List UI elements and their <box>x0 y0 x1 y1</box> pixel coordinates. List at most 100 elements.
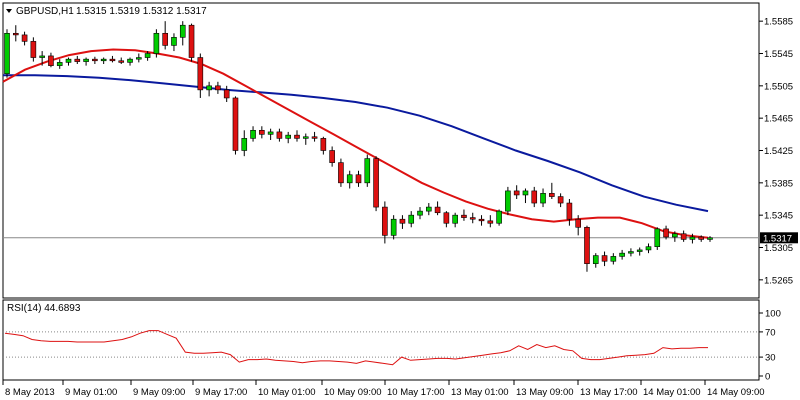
candle <box>136 53 142 63</box>
candle <box>188 23 195 62</box>
candle <box>584 225 590 272</box>
candle <box>364 154 371 187</box>
rsi-levels <box>3 331 759 358</box>
price-tick-label: 1.5305 <box>764 243 793 254</box>
candle <box>408 211 415 228</box>
candle <box>259 126 265 139</box>
time-tick-label: 8 May 2013 <box>5 387 55 398</box>
candle <box>250 126 256 142</box>
candle <box>628 248 634 257</box>
rsi-panel <box>2 299 760 381</box>
price-tick-label: 1.5425 <box>764 146 793 157</box>
candle <box>48 52 54 68</box>
candle <box>171 33 177 52</box>
candle <box>100 57 107 65</box>
price-tick-label: 1.5345 <box>764 211 793 222</box>
candle <box>575 215 581 236</box>
time-tick-label: 14 May 09:00 <box>707 387 765 398</box>
candles <box>4 21 713 272</box>
candle <box>487 215 494 228</box>
time-tick-label: 10 May 09:00 <box>324 387 382 398</box>
price-tick-label: 1.5505 <box>764 81 793 92</box>
time-tick-label: 13 May 01:00 <box>451 387 509 398</box>
candle <box>118 57 125 65</box>
candle <box>83 57 89 66</box>
candle <box>153 29 160 58</box>
candle <box>241 130 248 157</box>
candle <box>92 56 98 65</box>
ohlc-label: 1.5315 1.5319 1.5312 1.5317 <box>76 6 207 17</box>
candle <box>549 182 555 199</box>
candle <box>39 51 45 66</box>
collapse-triangle-icon[interactable] <box>6 9 12 13</box>
price-tick-label: 1.5265 <box>764 275 793 286</box>
candle <box>311 131 318 142</box>
price-panel <box>2 2 760 299</box>
candle <box>505 186 511 216</box>
candle <box>636 247 643 256</box>
time-tick-label: 9 May 17:00 <box>195 387 247 398</box>
candle <box>144 51 151 61</box>
candle <box>21 31 28 46</box>
candle <box>320 136 327 155</box>
candle <box>179 21 186 46</box>
time-axis: 8 May 2013 9 May 01:00 9 May 09:00 9 May 17… <box>2 380 765 398</box>
candle <box>223 85 230 102</box>
candle <box>109 55 116 63</box>
candle <box>399 215 406 229</box>
candle <box>452 212 458 228</box>
candle <box>645 243 652 254</box>
candle <box>443 211 450 228</box>
candle <box>461 209 467 221</box>
symbol-label: GBPUSD,H1 <box>16 6 74 17</box>
candle <box>610 253 617 265</box>
candle <box>513 185 520 199</box>
candle <box>382 201 388 244</box>
price-tick-label: 1.5465 <box>764 114 793 125</box>
ma-fast-line <box>2 48 709 239</box>
candle <box>619 249 625 260</box>
candle <box>285 131 292 144</box>
candle <box>698 235 705 242</box>
rsi-tick-label: 70 <box>765 327 776 338</box>
candle <box>663 225 669 240</box>
candle <box>496 209 502 226</box>
candle <box>672 231 678 242</box>
candle <box>425 203 432 216</box>
candle <box>373 156 379 212</box>
candle <box>707 236 713 242</box>
candle <box>206 81 212 97</box>
rsi-tick-label: 0 <box>765 372 770 383</box>
time-tick-label: 13 May 17:00 <box>580 387 638 398</box>
candle <box>74 55 81 65</box>
candle <box>592 253 599 268</box>
candle <box>56 59 63 69</box>
candle <box>522 188 529 204</box>
candle <box>276 128 283 142</box>
candle <box>329 146 335 167</box>
candle <box>162 21 168 50</box>
candle <box>232 96 239 155</box>
rsi-tick-label: 100 <box>765 309 781 320</box>
candle <box>540 188 546 208</box>
candle <box>197 53 204 98</box>
candle <box>601 251 608 267</box>
last-price-text: 1.5317 <box>763 233 792 244</box>
candle <box>689 233 696 244</box>
rsi-axis: 100 70 30 0 <box>759 309 781 383</box>
candle <box>215 81 221 94</box>
price-tick-label: 1.5545 <box>764 49 793 60</box>
candle <box>469 212 476 224</box>
rsi-tick-label: 30 <box>765 353 776 364</box>
rsi-label: RSI(14) 44.6893 <box>7 303 81 314</box>
time-tick-label: 9 May 09:00 <box>133 387 185 398</box>
candle <box>355 170 362 187</box>
candle <box>531 186 538 208</box>
candle <box>338 158 344 187</box>
candle <box>302 133 309 145</box>
candle <box>294 130 300 142</box>
candle <box>346 170 353 189</box>
candle <box>557 193 564 208</box>
time-tick-label: 14 May 01:00 <box>643 387 701 398</box>
candle <box>4 29 10 78</box>
